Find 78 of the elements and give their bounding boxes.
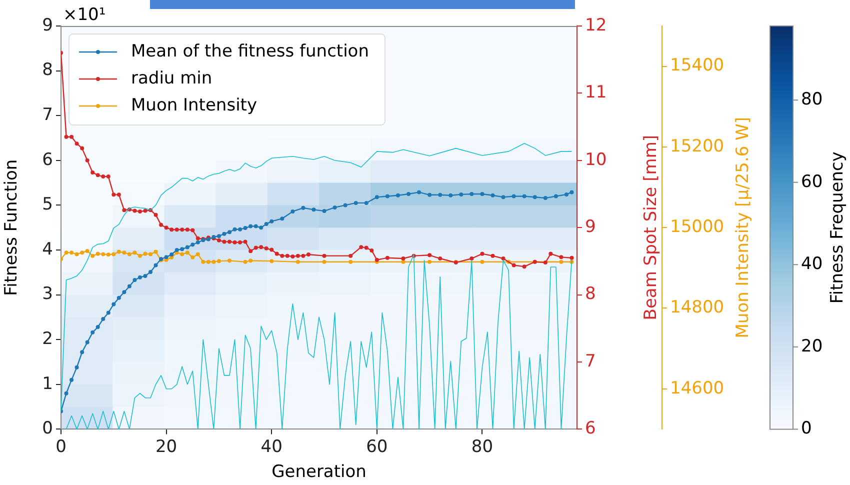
point <box>96 252 100 256</box>
point <box>70 250 74 255</box>
y3-tick-label: 15000 <box>670 217 724 238</box>
y-tick-label: 6 <box>42 150 53 170</box>
color-bar-title: Fitness Frequency <box>827 152 848 304</box>
x-tick-label: 40 <box>260 436 282 457</box>
y2-tick-label: 10 <box>585 150 607 170</box>
point <box>148 252 153 256</box>
color-bar-label: 40 <box>801 254 823 274</box>
point <box>322 260 326 264</box>
y2-tick-label: 6 <box>585 418 596 439</box>
color-bar-label: 80 <box>801 89 823 110</box>
x-tick-label: 20 <box>155 436 178 457</box>
point <box>227 258 232 263</box>
point <box>122 250 126 255</box>
point <box>216 259 221 264</box>
x-tick-label: 80 <box>471 436 494 457</box>
color-bar-label: 20 <box>801 336 823 356</box>
y3-tick-label: 15400 <box>670 56 724 76</box>
point <box>90 254 95 258</box>
y-tick-label: 2 <box>42 329 53 350</box>
point <box>401 260 406 264</box>
y-tick-label: 1 <box>42 374 53 394</box>
point <box>85 248 90 253</box>
y-tick-label: 7 <box>42 105 53 126</box>
point <box>480 260 484 264</box>
y2-tick-label: 9 <box>585 217 596 238</box>
y2-tick-label: 7 <box>585 351 596 372</box>
legend-label: Mean of the fitness function <box>131 41 369 62</box>
point <box>154 250 158 254</box>
color-bar-label: 0 <box>801 418 812 439</box>
point <box>196 252 200 256</box>
y3-tick-label: 15200 <box>670 136 724 156</box>
point <box>201 260 206 264</box>
point <box>80 250 84 255</box>
y-axis-title: Fitness Function <box>2 159 22 296</box>
point <box>138 254 142 258</box>
point <box>101 252 106 256</box>
point <box>132 250 137 255</box>
point <box>74 252 79 256</box>
point <box>270 259 274 264</box>
point <box>296 260 300 264</box>
y2-tick-label: 12 <box>585 15 607 36</box>
point <box>185 250 190 255</box>
point <box>559 260 564 264</box>
point <box>190 255 195 260</box>
point <box>64 250 68 255</box>
color-bar-label: 60 <box>801 172 823 192</box>
point <box>106 252 110 257</box>
legend-label: Muon Intensity <box>131 95 258 116</box>
x-tick-label: 0 <box>56 436 66 457</box>
point <box>143 252 148 256</box>
point <box>212 260 216 264</box>
y-tick-label: 4 <box>42 239 53 260</box>
y2-axis-title: Beam Spot Size [mm] <box>640 134 661 320</box>
point <box>127 252 132 256</box>
y-tick-label: 9 <box>42 15 53 36</box>
y-tick-label: 5 <box>42 194 53 215</box>
y3-axis-title: Muon Intensity [μ/25.6 W] <box>732 116 753 338</box>
y2-tick-label: 8 <box>585 284 596 304</box>
point <box>116 250 121 254</box>
point <box>180 252 184 256</box>
point <box>112 252 116 256</box>
text: ×10¹ <box>63 4 106 25</box>
x-tick-label: 60 <box>366 436 388 457</box>
point <box>248 258 253 263</box>
legend-label: radiu min <box>131 68 212 88</box>
point <box>243 260 248 264</box>
y3-tick-label: 14600 <box>670 378 724 398</box>
point <box>428 260 432 264</box>
y-tick-label: 8 <box>42 60 53 80</box>
point <box>206 260 210 264</box>
y-tick-label: 0 <box>42 418 53 439</box>
y2-tick-label: 11 <box>585 82 607 103</box>
point <box>348 260 353 264</box>
y3-tick-label: 14800 <box>670 298 724 318</box>
y-tick-label: 3 <box>42 284 53 304</box>
x-axis-title: Generation <box>272 462 366 482</box>
